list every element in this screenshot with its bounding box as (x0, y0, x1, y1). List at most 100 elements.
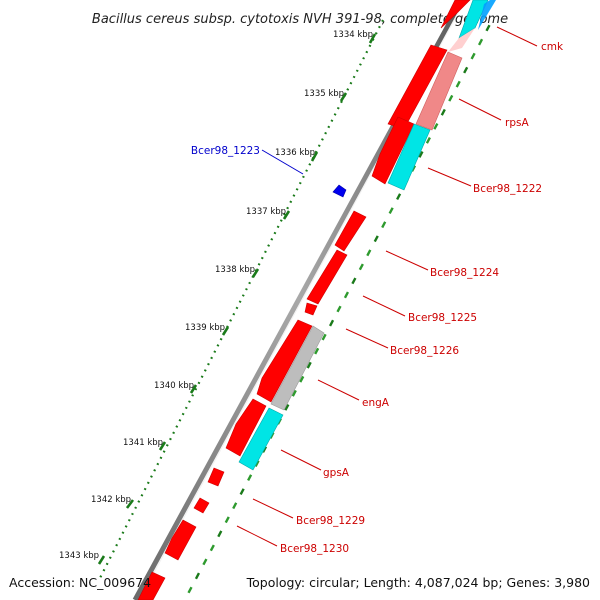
inner-tick (470, 52, 476, 60)
ruler-tick (339, 92, 348, 102)
inner-tick (224, 516, 230, 524)
inner-tick (425, 137, 431, 144)
inner-tick (232, 502, 238, 510)
gene-leader-line (496, 26, 538, 47)
inner-tick (418, 151, 424, 158)
gene-label-Bcer98_1222[interactable]: Bcer98_1222 (473, 183, 542, 195)
inner-tick (217, 530, 223, 538)
gene-leader-line (427, 167, 472, 187)
gene-gpsA-rna[interactable] (238, 407, 284, 471)
ruler-tick-label: 1336 kbp (275, 148, 315, 158)
gene-leader-line (317, 379, 360, 401)
gene-label-Bcer98_1230[interactable]: Bcer98_1230 (280, 543, 349, 555)
inner-tick (194, 572, 201, 580)
gene-label-rpsA[interactable]: rpsA (505, 117, 529, 129)
gene-leader-line (280, 449, 322, 471)
inner-tick (463, 66, 469, 74)
gene-Bcer98_1229b[interactable] (193, 497, 210, 514)
inner-tick (396, 193, 402, 200)
gene-label-Bcer98_1223[interactable]: Bcer98_1223 (191, 145, 260, 157)
ruler-tick (221, 326, 230, 336)
gene-Bcer98_1224[interactable] (334, 210, 367, 252)
gene-label-Bcer98_1224[interactable]: Bcer98_1224 (430, 267, 499, 279)
ruler-tick-label: 1339 kbp (185, 323, 225, 333)
gene-leader-line (385, 250, 429, 271)
gene-label-engA[interactable]: engA (362, 397, 390, 409)
inner-tick (448, 94, 454, 102)
ruler (97, 19, 384, 579)
gene-Bcer98_1222-rna[interactable] (387, 123, 431, 191)
inner-tick (343, 291, 350, 299)
inner-tick (321, 333, 327, 341)
gene-gpsA-cds[interactable] (225, 398, 267, 457)
gene-leader-line (458, 98, 502, 121)
ruler-tick-label: 1335 kbp (304, 89, 344, 99)
inner-tick (373, 235, 379, 243)
inner-tick (358, 263, 364, 271)
gene-engA-pseudo[interactable] (270, 325, 325, 411)
map-title: Bacillus cereus subsp. cytotoxis NVH 391… (92, 12, 508, 27)
gene-labels: cmk rpsA Bcer98_1222 Bcer98_1223 Bcer98_1224… (191, 26, 564, 555)
gene-label-Bcer98_1225[interactable]: Bcer98_1225 (408, 312, 477, 324)
inner-tick (239, 488, 245, 496)
ruler-tick-label: 1340 kbp (154, 381, 194, 391)
gene-leader-line (261, 149, 304, 175)
genome-summary-text: Topology: circular; Length: 4,087,024 bp… (246, 575, 590, 590)
ruler-tick-labels: 1334 kbp 1335 kbp 1336 kbp 1337 kbp 1338 kbp… (59, 30, 373, 561)
inner-tick (247, 474, 253, 481)
gene-leader-line (236, 525, 278, 547)
inner-tick (485, 24, 491, 32)
inner-tick (433, 122, 439, 130)
inner-tick (299, 375, 305, 383)
inner-tick (328, 319, 335, 327)
accession-text: Accession: NC_009674 (9, 575, 151, 590)
gene-Bcer98_1223[interactable] (332, 184, 347, 198)
ruler-tick (125, 499, 135, 509)
gene-Bcer98_1222-cds[interactable] (371, 116, 415, 185)
ruler-tick-label: 1337 kbp (246, 207, 286, 217)
gene-leader-line (362, 295, 406, 317)
inner-tick (336, 305, 342, 313)
ruler-tick (189, 384, 198, 394)
gene-Bcer98_1230[interactable] (164, 519, 197, 561)
inner-tick (202, 558, 208, 566)
gene-Bcer98_1229[interactable] (207, 467, 225, 487)
inner-tick (455, 80, 461, 88)
inner-tick-track (187, 24, 491, 594)
ruler-tick (368, 33, 377, 44)
gene-rpsA-rna-top[interactable] (448, 28, 475, 52)
gene-features (137, 0, 496, 600)
inner-tick (209, 544, 215, 552)
ruler-tick-label: 1338 kbp (215, 265, 255, 275)
inner-tick (366, 249, 372, 257)
inner-tick (477, 38, 484, 46)
gene-rpsA-rna[interactable] (415, 51, 463, 131)
gene-label-cmk[interactable]: cmk (541, 41, 564, 53)
ruler-tick-label: 1342 kbp (91, 495, 131, 505)
inner-tick (187, 586, 193, 594)
gene-label-gpsA[interactable]: gpsA (323, 467, 350, 479)
ruler-tick (158, 441, 167, 451)
inner-tick (381, 221, 387, 229)
ruler-tick (282, 210, 291, 220)
gene-cmk-extra[interactable] (478, 0, 496, 30)
ruler-tick-label: 1334 kbp (333, 30, 373, 40)
ruler-tick (310, 151, 319, 162)
ruler-tick (251, 268, 260, 278)
ruler-tick-label: 1341 kbp (123, 438, 163, 448)
gene-Bcer98_1226[interactable] (304, 302, 318, 316)
gene-Bcer98_1225[interactable] (306, 249, 348, 305)
ruler-tick-label: 1343 kbp (59, 551, 99, 561)
inner-tick (314, 347, 320, 355)
gene-cmk-cds[interactable] (440, 0, 471, 29)
gene-engA-cds[interactable] (256, 319, 313, 403)
gene-label-Bcer98_1226[interactable]: Bcer98_1226 (390, 345, 459, 357)
gene-leader-line (345, 328, 389, 349)
gene-label-Bcer98_1229[interactable]: Bcer98_1229 (296, 515, 365, 527)
inner-tick (351, 277, 357, 285)
gene-bottom-partial[interactable] (137, 571, 166, 600)
inner-tick (388, 207, 394, 215)
inner-tick (440, 108, 446, 116)
ruler-tick (97, 555, 106, 565)
